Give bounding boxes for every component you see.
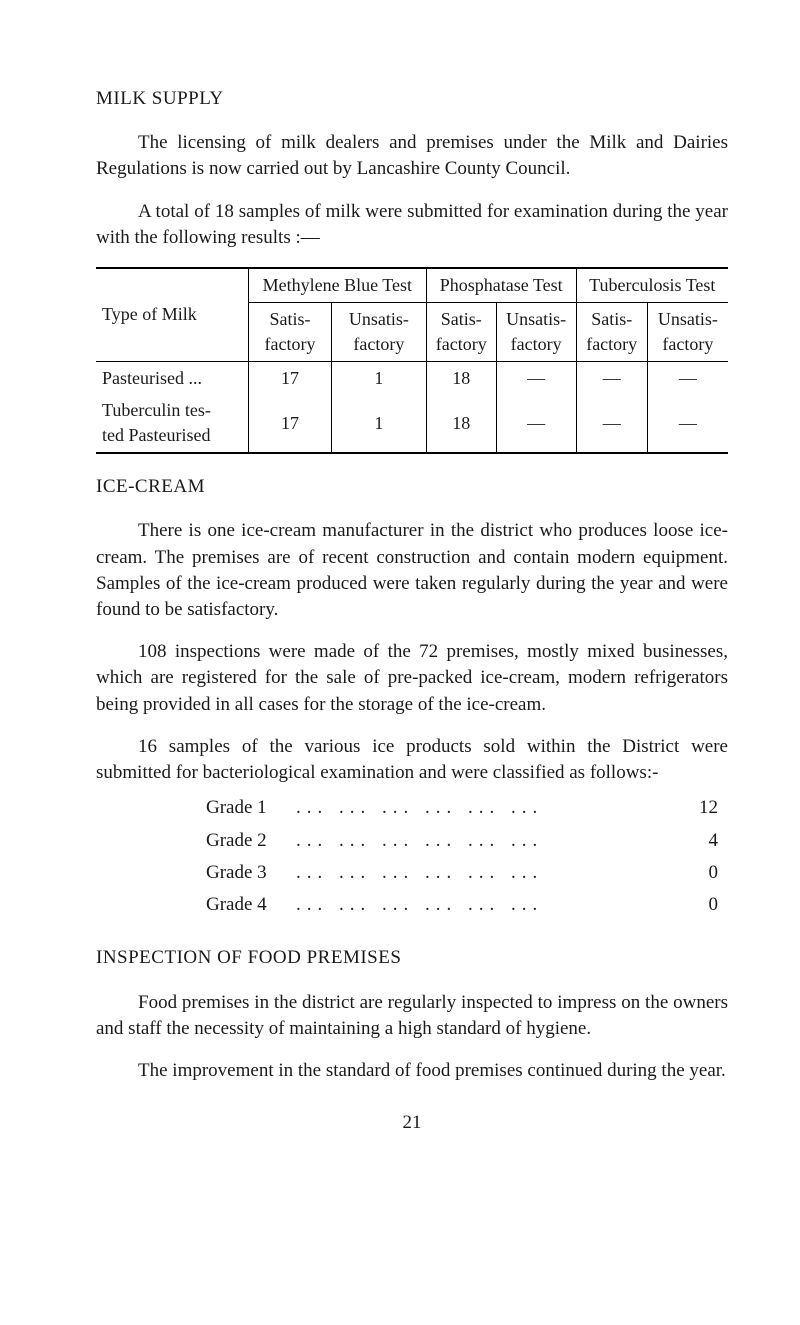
table-subheader: Satis- factory [576,302,647,361]
table-header-phosphatase: Phosphatase Test [426,268,576,302]
grade-value: 0 [668,857,728,889]
heading-milk-supply: MILK SUPPLY [96,86,728,112]
milk-supply-para-1: The licensing of milk dealers and premis… [96,130,728,182]
ice-cream-para-2: 108 inspections were made of the 72 prem… [96,639,728,718]
table-cell: 1 [331,394,426,453]
page: MILK SUPPLY The licensing of milk dealer… [0,0,800,1325]
grade-label: Grade 2 [206,825,296,857]
grade-value: 4 [668,825,728,857]
table-cell: 1 [331,361,426,394]
page-number: 21 [96,1110,728,1136]
table-subheader: Unsatis- factory [331,302,426,361]
grade-row: Grade 4 ... ... ... ... ... ... 0 [206,889,728,921]
heading-inspection: INSPECTION OF FOOD PREMISES [96,945,728,971]
ice-cream-para-3: 16 samples of the various ice products s… [96,734,728,786]
table-cell: 18 [426,394,496,453]
table-subheader: Unsatis- factory [647,302,728,361]
ice-cream-para-1: There is one ice-cream manufacturer in t… [96,518,728,623]
table-row-label: Pasteurised ... [96,361,249,394]
inspection-para-1: Food premises in the district are regula… [96,990,728,1042]
table-subheader: Unsatis- factory [496,302,576,361]
grade-value: 12 [668,792,728,824]
grade-row: Grade 1 ... ... ... ... ... ... 12 [206,792,728,824]
table-cell: 17 [249,361,332,394]
grade-row: Grade 3 ... ... ... ... ... ... 0 [206,857,728,889]
milk-supply-para-2: A total of 18 samples of milk were submi… [96,199,728,251]
table-cell: 18 [426,361,496,394]
grade-label: Grade 4 [206,889,296,921]
table-subheader: Satis- factory [426,302,496,361]
leader-dots: ... ... ... ... ... ... [296,792,668,824]
table-cell: — [647,394,728,453]
leader-dots: ... ... ... ... ... ... [296,825,668,857]
table-row-label: Tuberculin tes- ted Pasteurised [96,394,249,453]
grade-value: 0 [668,889,728,921]
inspection-para-2: The improvement in the standard of food … [96,1058,728,1084]
table-cell: — [576,394,647,453]
table-cell: — [576,361,647,394]
table-cell: — [496,361,576,394]
leader-dots: ... ... ... ... ... ... [296,857,668,889]
table-header-methylene: Methylene Blue Test [249,268,427,302]
heading-ice-cream: ICE-CREAM [96,474,728,500]
table-header-tuberculosis: Tuberculosis Test [576,268,728,302]
table-cell: — [496,394,576,453]
table-cell: 17 [249,394,332,453]
grade-label: Grade 1 [206,792,296,824]
table-subheader: Satis- factory [249,302,332,361]
table-cell: — [647,361,728,394]
milk-results-table: Type of Milk Methylene Blue Test Phospha… [96,267,728,454]
grade-row: Grade 2 ... ... ... ... ... ... 4 [206,825,728,857]
grade-label: Grade 3 [206,857,296,889]
grades-list: Grade 1 ... ... ... ... ... ... 12 Grade… [206,792,728,921]
leader-dots: ... ... ... ... ... ... [296,889,668,921]
table-header-type: Type of Milk [96,268,249,361]
